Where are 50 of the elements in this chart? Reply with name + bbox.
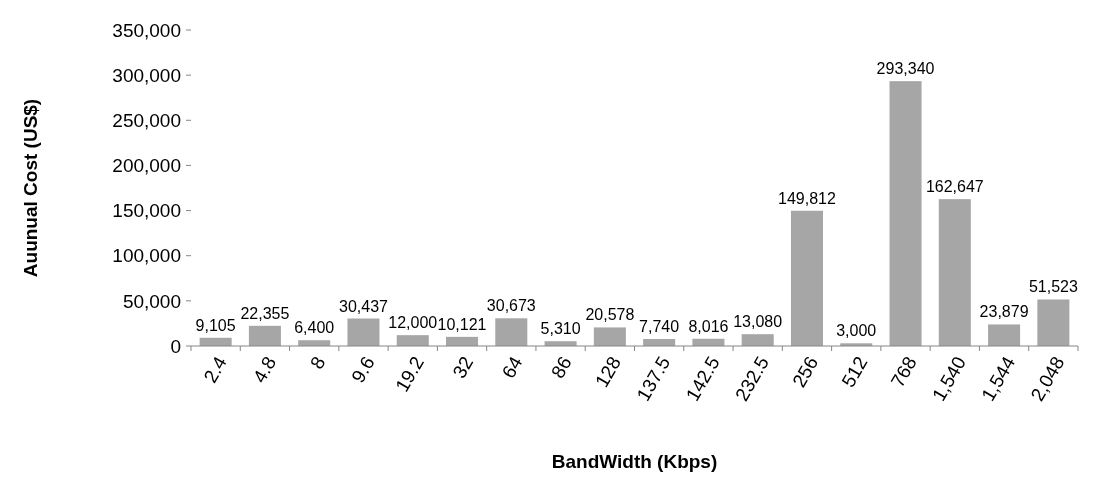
y-tick-label: 150,000 <box>112 200 181 222</box>
data-label: 6,400 <box>294 319 335 337</box>
data-label: 7,740 <box>639 318 680 336</box>
x-tick-label: 9.6 <box>347 352 379 387</box>
y-axis-title: Auunual Cost (US$) <box>19 98 41 278</box>
bar <box>988 324 1021 346</box>
data-label: 5,310 <box>540 320 581 338</box>
data-label: 30,673 <box>486 297 536 315</box>
data-label: 12,000 <box>388 314 438 332</box>
x-tick-label: 8 <box>305 352 330 373</box>
x-tick-label: 4.8 <box>248 352 281 387</box>
data-label: 10,121 <box>437 315 487 333</box>
bar <box>1037 299 1070 346</box>
bar <box>938 199 971 346</box>
bar <box>347 318 380 346</box>
y-tick-label: 100,000 <box>112 245 181 267</box>
x-tick-label: 32 <box>448 352 478 382</box>
x-tick-label: 2.4 <box>199 352 232 387</box>
data-label: 23,879 <box>979 303 1029 321</box>
data-label: 20,578 <box>585 306 635 324</box>
y-tick-label: 250,000 <box>112 109 181 131</box>
bar <box>593 327 626 346</box>
x-tick-label: 256 <box>788 352 823 391</box>
y-tick-label: 200,000 <box>112 155 181 177</box>
data-label: 30,437 <box>339 297 389 315</box>
bar <box>396 335 429 346</box>
y-tick-label: 50,000 <box>122 290 181 312</box>
x-tick-label: 86 <box>547 352 576 382</box>
bar <box>889 81 922 346</box>
bar <box>495 318 528 346</box>
data-label: 22,355 <box>240 304 290 322</box>
x-tick-label: 64 <box>497 352 527 382</box>
x-axis-title: BandWidth (Kbps) <box>551 451 718 472</box>
data-label: 162,647 <box>925 178 984 196</box>
x-tick-label: 128 <box>591 352 626 391</box>
y-tick-label: 300,000 <box>112 64 181 86</box>
data-label: 9,105 <box>195 316 236 334</box>
bar <box>741 334 774 346</box>
y-tick-label: 0 <box>170 335 181 357</box>
data-label: 293,340 <box>876 60 935 78</box>
x-tick-label: 768 <box>886 352 921 391</box>
y-tick-label: 350,000 <box>112 19 181 41</box>
x-tick-label: 512 <box>837 352 872 391</box>
bar <box>790 210 823 346</box>
data-label: 13,080 <box>733 313 783 331</box>
bar <box>248 325 281 346</box>
data-label: 3,000 <box>836 322 877 340</box>
data-label: 51,523 <box>1028 278 1078 296</box>
data-label: 149,812 <box>778 189 836 207</box>
data-label: 8,016 <box>688 317 729 335</box>
